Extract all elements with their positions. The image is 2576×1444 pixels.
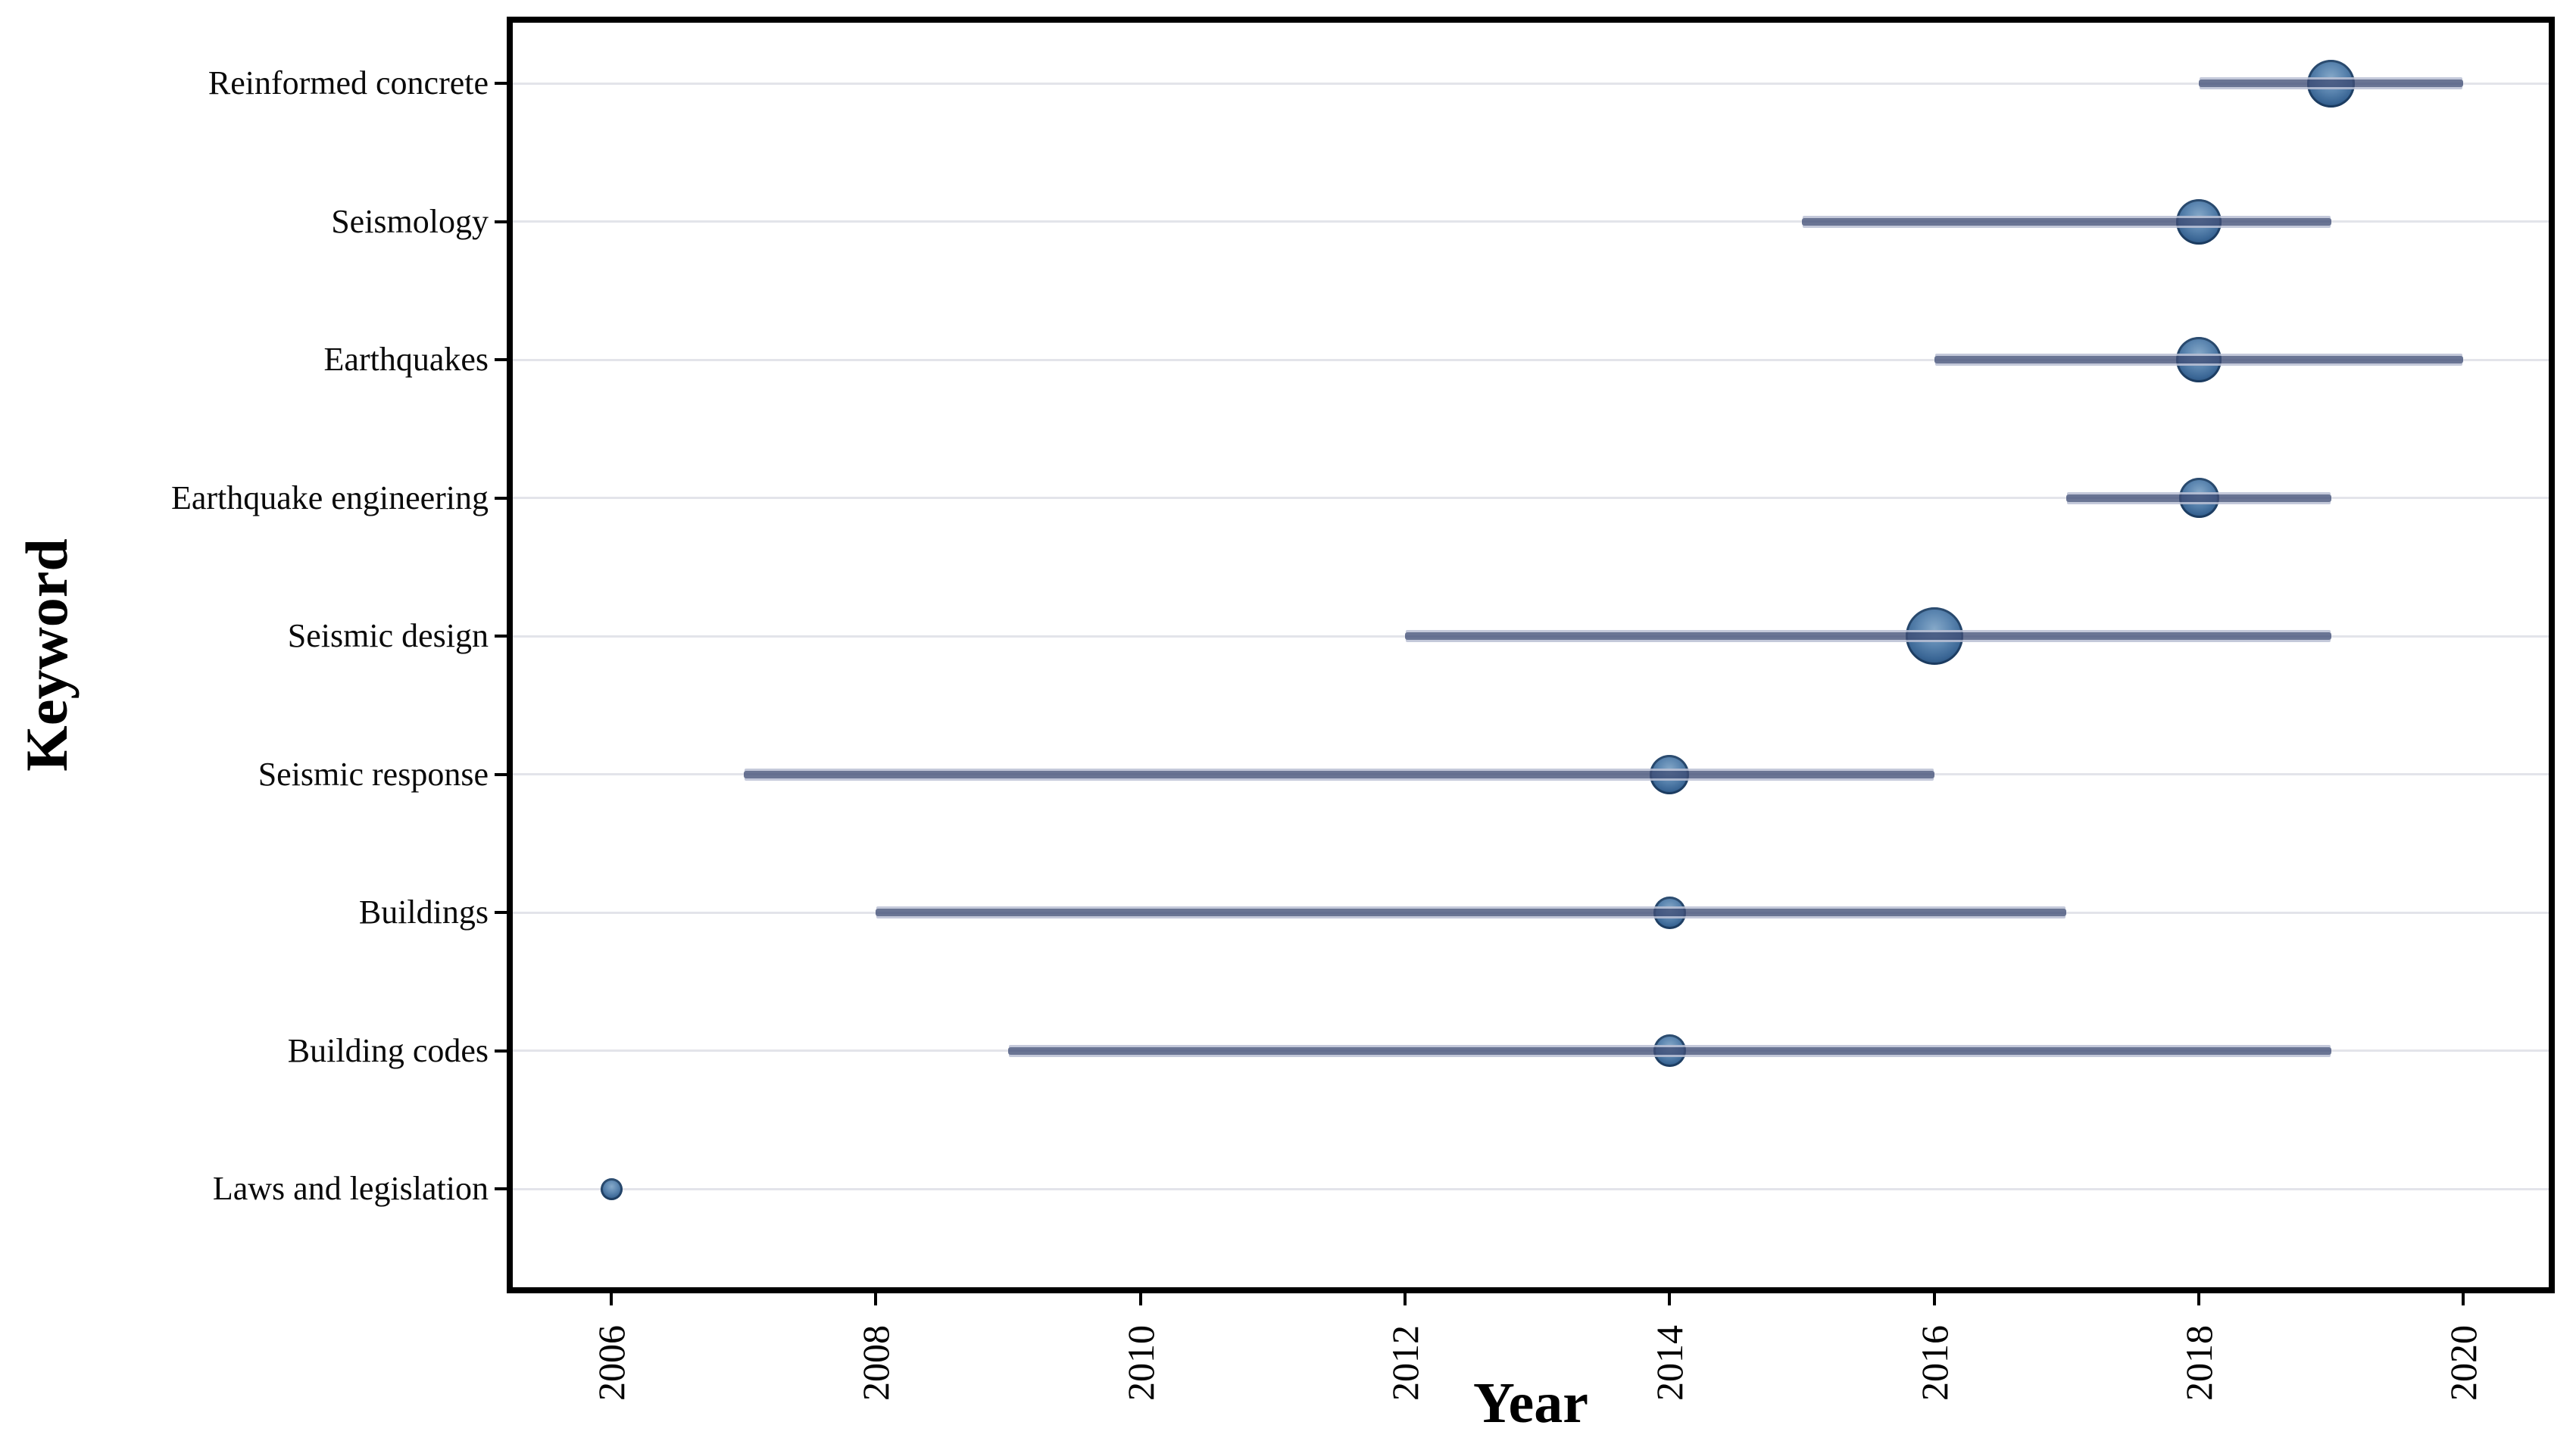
x-tick (1932, 1293, 1936, 1305)
y-tick-label: Seismic response (258, 755, 489, 793)
x-tick-label: 2010 (1119, 1325, 1162, 1401)
y-tick (495, 772, 507, 776)
x-tick-label: 2006 (590, 1325, 632, 1401)
y-tick (495, 635, 507, 638)
x-tick-label: 2014 (1648, 1325, 1691, 1401)
y-tick (495, 1049, 507, 1053)
plot-area (507, 17, 2555, 1293)
x-tick-label: 2020 (2442, 1325, 2485, 1401)
year-range-line (1405, 632, 2331, 640)
row-gridline (513, 82, 2549, 85)
y-tick (495, 220, 507, 223)
y-tick-label: Earthquakes (323, 341, 489, 378)
row-gridline (513, 358, 2549, 361)
y-tick (495, 1187, 507, 1190)
x-tick (874, 1293, 878, 1305)
x-tick (2462, 1293, 2465, 1305)
y-tick-label: Laws and legislation (212, 1170, 489, 1207)
y-tick (495, 496, 507, 500)
year-range-line (876, 909, 2067, 916)
year-range-line (1008, 1046, 2331, 1055)
row-gridline (513, 497, 2549, 499)
year-range-line (1802, 217, 2331, 226)
x-tick-label: 2008 (854, 1325, 898, 1401)
year-range-line (1934, 356, 2464, 363)
y-tick-label: Reinformed concrete (208, 64, 489, 101)
row-gridline (513, 220, 2549, 223)
x-tick (1404, 1293, 1407, 1305)
x-tick (610, 1293, 613, 1305)
y-tick (495, 82, 507, 85)
x-tick (1138, 1293, 1142, 1305)
x-tick (2197, 1293, 2200, 1305)
year-range-line (2199, 80, 2464, 87)
y-tick-label: Earthquake engineering (170, 479, 489, 516)
year-range-line (743, 770, 1934, 778)
row-gridline (513, 1187, 2549, 1190)
year-range-line (2066, 494, 2331, 502)
y-tick-label: Seismology (331, 202, 489, 240)
x-tick-label: 2012 (1384, 1325, 1426, 1401)
x-axis-title: Year (1473, 1371, 1588, 1435)
x-tick-label: 2016 (1912, 1325, 1956, 1401)
y-tick-label: Seismic design (287, 617, 489, 654)
y-tick-label: Building codes (287, 1031, 489, 1069)
y-axis-title: Keyword (14, 538, 80, 772)
marks-layer (513, 23, 2549, 1287)
y-tick (495, 911, 507, 914)
y-tick-label: Buildings (358, 894, 489, 931)
x-tick-label: 2018 (2178, 1325, 2220, 1401)
y-tick (495, 358, 507, 361)
x-tick (1668, 1293, 1672, 1305)
keyword-bubble (600, 1177, 623, 1200)
